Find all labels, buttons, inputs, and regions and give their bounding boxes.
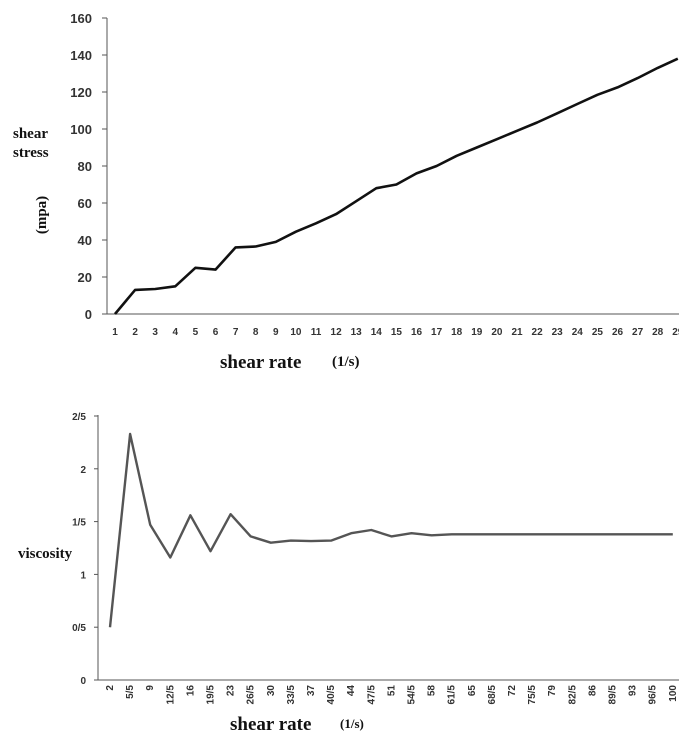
x-tick-label: 61/5 (447, 685, 458, 705)
x-tick-label: 30 (266, 685, 277, 697)
x-tick-label: 89/5 (608, 685, 619, 705)
x-tick-label: 21 (511, 327, 523, 338)
y-tick-label: 100 (70, 122, 92, 137)
series-line (114, 57, 679, 315)
y-tick-label: 1/5 (72, 518, 86, 529)
x-tick-label: 17 (431, 327, 443, 338)
x-tick-label: 93 (628, 685, 639, 697)
x-tick-label: 24 (572, 327, 584, 338)
x-tick-label: 86 (587, 685, 598, 697)
x-tick-label: 4 (173, 327, 179, 338)
x-tick-label: 26/5 (246, 685, 257, 705)
y-label-line1: shear (13, 126, 48, 142)
series-line (108, 432, 673, 628)
x-tick-label: 33/5 (286, 685, 297, 705)
x-tick-label: 54/5 (407, 685, 418, 705)
x-unit: (1/s) (340, 716, 364, 731)
x-tick-label: 13 (351, 327, 363, 338)
x-tick-label: 6 (213, 327, 219, 338)
x-tick-label: 58 (427, 685, 438, 697)
x-tick-label: 96/5 (648, 685, 659, 705)
x-tick-label: 25 (592, 327, 604, 338)
x-tick-label: 15 (391, 327, 403, 338)
y-tick-label: 1 (80, 570, 86, 581)
x-tick-label: 47/5 (366, 685, 377, 705)
x-tick-label: 8 (253, 327, 259, 338)
y-tick-label: 160 (70, 11, 92, 26)
x-tick-label: 10 (290, 327, 302, 338)
y-tick-label: 20 (78, 270, 92, 285)
x-label: shear rate (220, 352, 301, 373)
y-tick-label: 2 (80, 465, 86, 476)
x-tick-label: 7 (233, 327, 239, 338)
y-unit: (mpa) (34, 196, 50, 234)
x-unit: (1/s) (332, 354, 360, 370)
y-tick-label: 140 (70, 48, 92, 63)
x-tick-label: 5 (193, 327, 199, 338)
x-tick-label: 51 (386, 685, 397, 697)
x-tick-label: 12 (331, 327, 343, 338)
y-tick-label: 120 (70, 85, 92, 100)
x-tick-label: 27 (632, 327, 644, 338)
viscosity-chart: 0 0/5 1 1/5 2 2/5 2 5/5 9 12/5 16 19/5 23 26/5 30 33/5… (18, 412, 679, 735)
y-tick-label: 80 (78, 159, 92, 174)
x-tick-label: 23 (226, 685, 237, 697)
x-tick-label: 2 (132, 327, 138, 338)
x-tick-label: 5/5 (125, 685, 136, 699)
y-tick-label: 2/5 (72, 412, 86, 423)
x-tick-label: 19/5 (206, 685, 217, 705)
x-tick-label: 18 (451, 327, 463, 338)
x-tick-label: 14 (371, 327, 383, 338)
x-tick-label: 28 (652, 327, 664, 338)
x-tick-label: 44 (346, 685, 357, 697)
x-tick-label: 3 (152, 327, 158, 338)
x-tick-label: 72 (507, 685, 518, 697)
x-tick-label: 37 (306, 685, 317, 697)
y-label: viscosity (18, 546, 73, 562)
x-tick-label: 16 (411, 327, 423, 338)
x-tick-label: 40/5 (326, 685, 337, 705)
x-tick-label: 68/5 (487, 685, 498, 705)
y-tick-label: 0 (80, 676, 86, 687)
x-tick-label: 65 (467, 685, 478, 697)
y-tick-label: 60 (78, 196, 92, 211)
y-label-line2: stress (13, 145, 49, 161)
x-tick-label: 16 (185, 685, 196, 697)
x-tick-label: 29 (672, 327, 679, 338)
x-tick-label: 22 (532, 327, 544, 338)
x-tick-label: 9 (273, 327, 279, 338)
x-tick-label: 100 (668, 685, 679, 702)
y-tick-label: 0 (85, 307, 92, 322)
x-tick-label: 79 (547, 685, 558, 697)
y-tick-label: 0/5 (72, 623, 86, 634)
x-label: shear rate (230, 714, 311, 735)
x-tick-label: 1 (112, 327, 118, 338)
x-tick-label: 9 (145, 685, 156, 691)
x-tick-label: 82/5 (567, 685, 578, 705)
x-tick-label: 11 (311, 327, 322, 338)
x-tick-label: 23 (552, 327, 564, 338)
y-tick-label: 40 (78, 233, 92, 248)
x-tick-label: 12/5 (165, 685, 176, 705)
x-tick-label: 75/5 (527, 685, 538, 705)
x-tick-label: 20 (491, 327, 503, 338)
x-tick-label: 26 (612, 327, 624, 338)
x-tick-label: 19 (471, 327, 483, 338)
x-tick-label: 2 (105, 685, 116, 691)
